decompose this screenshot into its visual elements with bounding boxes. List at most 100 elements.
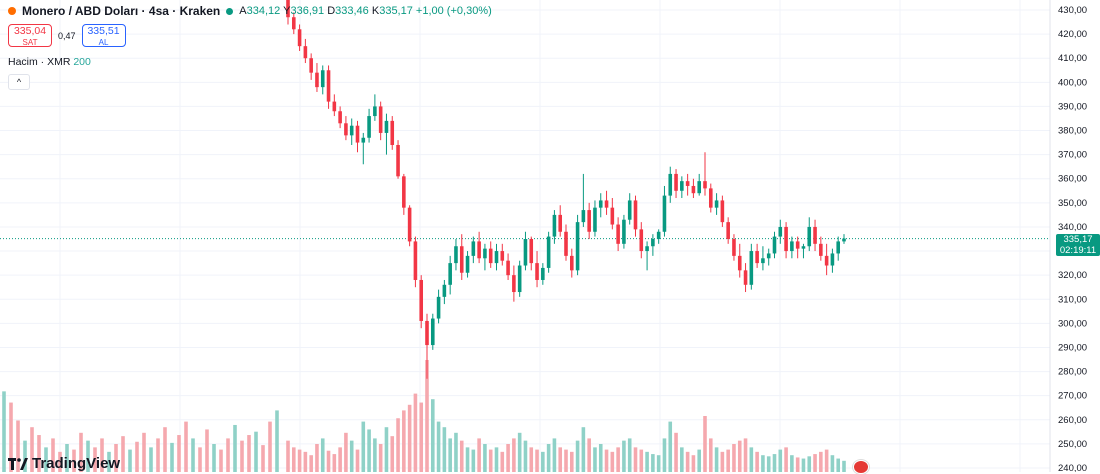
candle-body <box>425 320 429 346</box>
y-tick-label: 310,00 <box>1058 294 1087 305</box>
candle-body <box>535 263 539 280</box>
candle-body <box>430 318 435 346</box>
candle-body <box>407 207 412 242</box>
volume-bar <box>587 438 591 472</box>
candle-body <box>581 210 586 223</box>
volume-bar <box>749 447 754 472</box>
volume-bar <box>198 447 202 472</box>
collapse-legend-button[interactable]: ^ <box>8 74 30 90</box>
volume-bar <box>93 447 97 472</box>
close-value: 335,17 <box>379 5 413 17</box>
candle-body <box>471 241 476 256</box>
volume-bar <box>361 421 366 472</box>
volume-bar <box>454 432 458 472</box>
volume-bar <box>523 440 528 472</box>
volume-bar <box>674 432 678 472</box>
volume-bar <box>494 447 499 472</box>
volume-bar <box>541 451 545 472</box>
volume-bar <box>616 447 620 472</box>
candle-body <box>309 58 313 73</box>
volume-bar <box>784 447 788 472</box>
volume-bar <box>546 444 551 472</box>
candle-body <box>651 239 655 247</box>
volume-bar <box>407 404 412 472</box>
candle-body <box>506 260 510 276</box>
volume-bar <box>558 447 563 472</box>
candle-body <box>627 200 632 220</box>
volume-bar <box>639 449 644 472</box>
candle-body <box>830 253 835 266</box>
volume-bar <box>610 451 615 472</box>
y-tick-label: 420,00 <box>1058 29 1087 40</box>
candle-body <box>465 255 470 273</box>
candle-body <box>413 241 418 280</box>
chart-legend: Monero / ABD Doları · 4sa · Kraken A334,… <box>8 4 492 18</box>
volume-bar <box>737 440 742 472</box>
volume-bar <box>23 440 27 472</box>
volume-bar <box>761 455 765 472</box>
candle-body <box>766 253 771 259</box>
volume-bar <box>465 447 470 472</box>
volume-bar <box>506 444 510 472</box>
candle-body <box>708 188 713 208</box>
volume-bar <box>384 427 389 472</box>
candle-body <box>332 101 337 112</box>
y-tick-label: 240,00 <box>1058 463 1087 472</box>
volume-bar <box>413 393 418 472</box>
volume-bar <box>402 410 406 472</box>
volume-bar <box>743 438 748 472</box>
volume-legend[interactable]: Hacim · XMR 200 <box>8 56 91 68</box>
candle-body <box>662 195 667 232</box>
last-price-tag: 335,17 02:19:11 <box>1056 234 1100 256</box>
volume-bar <box>668 421 673 472</box>
candle-body <box>656 231 661 239</box>
candle-body <box>349 125 354 136</box>
volume-bar <box>535 449 539 472</box>
volume-bar <box>261 445 265 472</box>
volume-bar <box>51 438 55 472</box>
volume-bar <box>778 449 783 472</box>
candle-body <box>633 200 638 230</box>
candle-body <box>668 173 673 196</box>
candle-body <box>384 120 389 133</box>
volume-bar <box>156 438 160 472</box>
candle-body <box>587 210 591 232</box>
volume-bar <box>703 416 707 472</box>
candle-body <box>488 248 493 264</box>
volume-bar <box>79 432 83 472</box>
volume-bar <box>247 435 251 472</box>
sell-button[interactable]: 335,04 SAT <box>8 24 52 47</box>
volume-bar <box>488 449 493 472</box>
volume-bar <box>268 421 272 472</box>
candle-body <box>477 241 481 259</box>
volume-bar <box>338 447 342 472</box>
y-tick-label: 320,00 <box>1058 270 1087 281</box>
candle-body <box>436 296 441 319</box>
volume-bar <box>430 399 435 472</box>
volume-bar <box>163 427 167 472</box>
low-value: 333,46 <box>335 5 369 17</box>
volume-bar <box>552 438 557 472</box>
y-tick-label: 410,00 <box>1058 53 1087 64</box>
change-value: +1,00 (+0,30%) <box>415 5 492 17</box>
candle-body <box>732 239 736 256</box>
volume-bar <box>344 432 348 472</box>
symbol-title[interactable]: Monero / ABD Doları · 4sa · Kraken <box>22 4 221 18</box>
candle-body <box>714 200 719 208</box>
volume-bar <box>483 444 487 472</box>
candle-body <box>674 173 678 191</box>
candle-body <box>807 226 812 247</box>
spread-value: 0,47 <box>58 30 76 41</box>
volume-bar <box>656 455 661 472</box>
tradingview-logo[interactable]: TradingView <box>8 455 120 472</box>
volume-bar <box>419 402 424 472</box>
candle-body <box>593 207 597 232</box>
buy-button[interactable]: 335,51 AL <box>81 24 126 47</box>
volume-bar <box>593 447 597 472</box>
y-tick-label: 380,00 <box>1058 126 1087 137</box>
y-tick-label: 250,00 <box>1058 439 1087 450</box>
candle-body <box>483 248 487 259</box>
candle-body <box>842 238 846 242</box>
candle-body <box>378 106 383 133</box>
